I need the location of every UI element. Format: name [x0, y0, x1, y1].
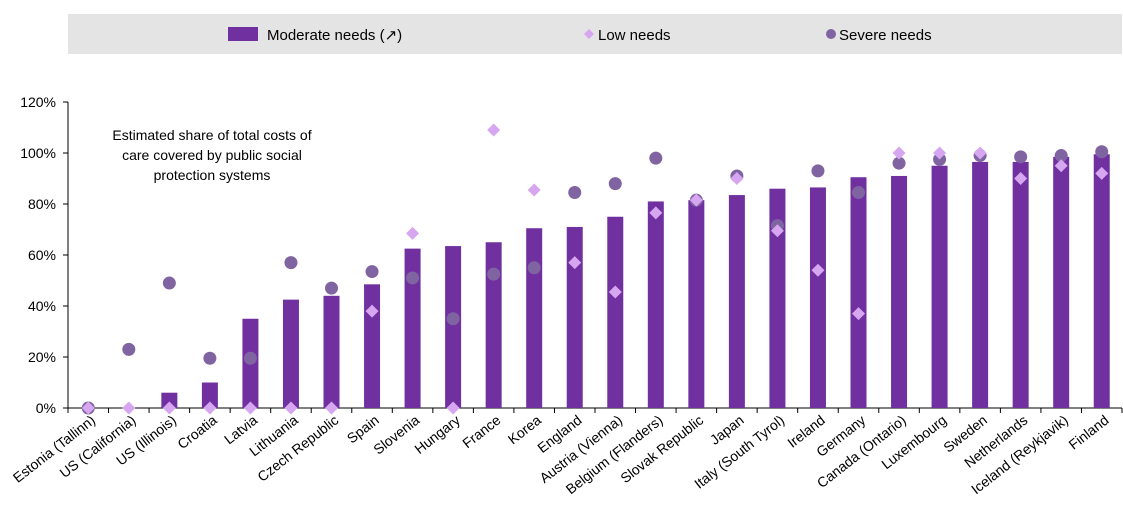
legend-label-moderate-needs: Moderate needs (↗)	[267, 27, 402, 44]
x-category-label: Hungary	[411, 412, 463, 457]
low-needs-point	[203, 401, 217, 415]
bar	[688, 200, 705, 408]
bar	[769, 188, 786, 408]
bar	[972, 161, 989, 408]
legend-swatch-low-needs	[584, 29, 594, 39]
bar	[526, 228, 543, 408]
bar	[647, 201, 664, 408]
y-tick-label: 60%	[28, 247, 56, 263]
chart-annotation-line-1: Estimated share of total costs of	[112, 127, 311, 143]
bar	[282, 299, 299, 408]
low-needs-point	[1054, 159, 1068, 173]
bar	[1093, 154, 1110, 408]
bar	[201, 382, 218, 408]
chart-annotation-line-2: care covered by public social	[122, 147, 302, 163]
severe-needs-point	[568, 186, 582, 200]
severe-needs-point	[608, 177, 622, 191]
low-needs-point	[122, 401, 136, 415]
bar	[850, 177, 867, 408]
bar	[1053, 156, 1070, 408]
severe-needs-point	[649, 151, 663, 165]
severe-needs-point	[811, 164, 825, 178]
low-needs-point	[325, 401, 338, 415]
bar	[404, 248, 421, 408]
severe-needs-point	[1095, 145, 1109, 159]
bar	[931, 165, 948, 408]
bar	[1012, 161, 1029, 408]
low-needs-point	[487, 123, 501, 137]
severe-needs-point	[487, 267, 501, 281]
y-tick-label: 20%	[28, 349, 56, 365]
low-needs-point	[811, 263, 825, 277]
low-needs-point	[243, 401, 257, 415]
chart-annotation-line-3: protection systems	[154, 167, 271, 183]
low-needs-point	[608, 285, 622, 299]
bar	[607, 216, 624, 408]
y-tick-label: 100%	[20, 145, 56, 161]
bar	[364, 284, 381, 408]
low-needs-point	[527, 183, 541, 197]
x-category-label: Finland	[1066, 412, 1112, 453]
severe-needs-point	[122, 342, 136, 356]
severe-needs-point	[365, 265, 379, 279]
severe-needs-point	[243, 351, 257, 365]
legend-label-severe-needs: Severe needs	[839, 27, 932, 44]
severe-needs-point	[162, 276, 176, 290]
severe-needs-point	[1014, 150, 1028, 164]
bar	[566, 226, 583, 408]
legend-swatch-moderate-needs	[228, 27, 258, 41]
low-needs-point	[162, 401, 176, 415]
legend-swatch-severe-needs	[826, 29, 836, 39]
low-needs-point	[568, 256, 582, 270]
low-needs-point	[1014, 172, 1028, 185]
low-needs-point	[406, 226, 420, 240]
y-tick-label: 120%	[20, 94, 56, 110]
y-tick-label: 0%	[36, 400, 56, 416]
severe-needs-point	[892, 156, 906, 170]
low-needs-point	[689, 193, 703, 207]
low-needs-point	[649, 206, 663, 220]
low-needs-point	[81, 401, 95, 415]
low-needs-point	[770, 224, 784, 238]
severe-needs-point	[284, 256, 298, 270]
low-needs-point	[730, 172, 744, 185]
bar	[728, 195, 745, 408]
legend-label-low-needs: Low needs	[598, 27, 671, 44]
severe-needs-point	[406, 271, 420, 285]
severe-needs-point	[446, 312, 460, 326]
severe-needs-point	[1054, 149, 1068, 163]
y-tick-label: 40%	[28, 298, 56, 314]
severe-needs-point	[527, 261, 541, 275]
x-category-label: France	[459, 412, 503, 452]
low-needs-point	[852, 307, 865, 321]
low-needs-point	[973, 146, 987, 160]
y-tick-label: 80%	[28, 196, 56, 212]
low-needs-point	[284, 401, 298, 415]
low-needs-point	[446, 401, 460, 415]
bar	[485, 242, 502, 408]
low-needs-point	[365, 304, 379, 318]
severe-needs-point	[852, 186, 865, 200]
legend-background	[68, 14, 1122, 54]
bar	[161, 392, 178, 408]
low-needs-point	[1095, 166, 1109, 180]
low-needs-point	[892, 146, 906, 160]
x-category-label: Slovenia	[370, 412, 422, 458]
bar	[809, 187, 826, 408]
x-category-label: Croatia	[174, 412, 220, 453]
low-needs-point	[933, 146, 947, 160]
bar	[445, 246, 462, 408]
legend: Moderate needs (↗) Low needs Severe need…	[228, 27, 932, 44]
severe-needs-point	[203, 351, 217, 365]
bar	[323, 295, 340, 408]
severe-needs-point	[325, 281, 338, 295]
bar	[891, 175, 908, 408]
